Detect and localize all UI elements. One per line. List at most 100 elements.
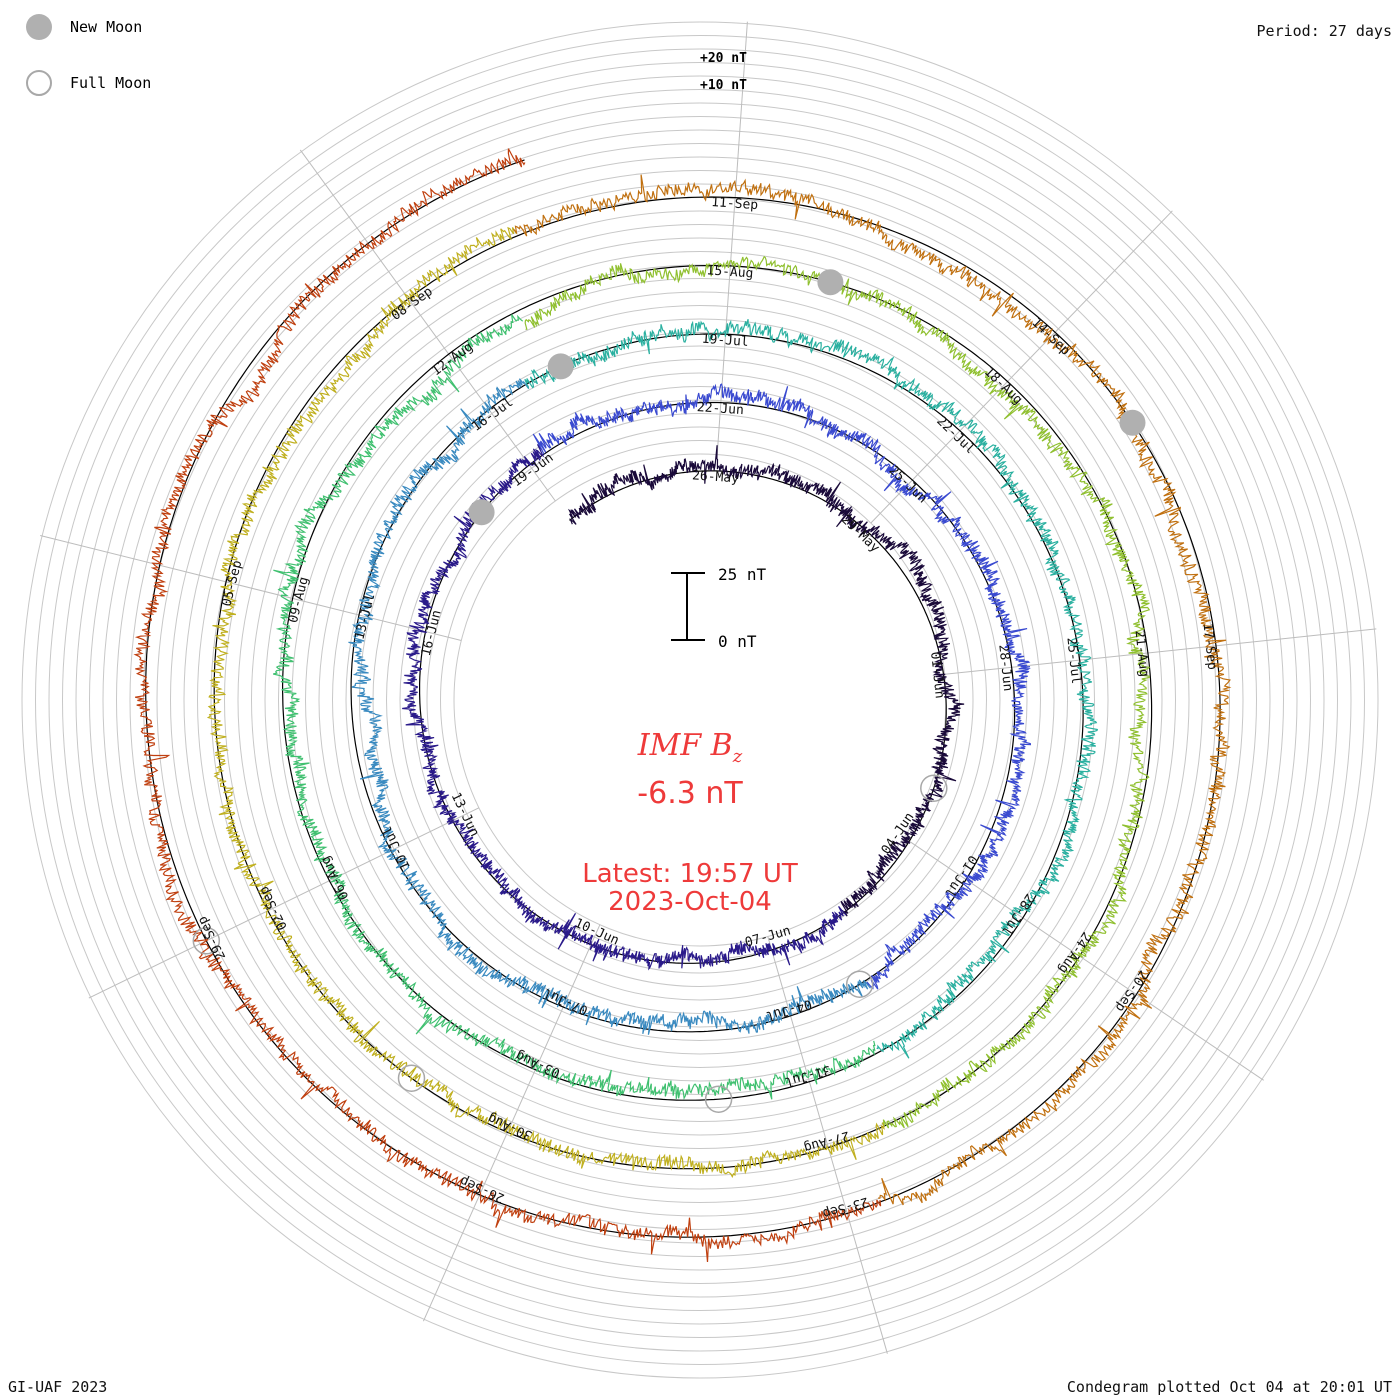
- date-label: 19-Jul: [701, 332, 749, 350]
- day-spoke: [422, 924, 601, 1322]
- grid-ring: [291, 291, 1109, 1109]
- date-label: 27-Aug: [802, 1128, 851, 1155]
- grid-ring: [237, 237, 1163, 1163]
- full-moon-marker: [920, 774, 948, 802]
- grid-ring: [62, 62, 1338, 1338]
- date-label: 21-Aug: [1131, 629, 1151, 677]
- ring-label-20: +20 nT: [700, 51, 747, 66]
- date-label: 25-Jul: [1063, 637, 1083, 685]
- grid-ring: [305, 305, 1095, 1095]
- grid-ring: [170, 170, 1230, 1230]
- day-spokes: [40, 21, 1377, 1354]
- day-spoke: [767, 936, 888, 1354]
- date-label: 04-Jul: [764, 996, 813, 1023]
- new-moon-marker: [468, 499, 495, 526]
- grid-ring: [359, 359, 1041, 1041]
- date-label: 26-May: [692, 468, 740, 486]
- latest-date: 2023-Oct-04: [608, 887, 772, 917]
- scale-bottom-label: 0 nT: [718, 632, 757, 651]
- quantity-name: IMF B: [637, 728, 733, 763]
- grid-ring: [143, 143, 1257, 1257]
- bz-trace-segment: [402, 444, 847, 971]
- legend-full-moon: Full Moon: [26, 70, 151, 96]
- new-moon-marker: [1119, 409, 1146, 436]
- full-moon-marker: [397, 1064, 426, 1092]
- grid-ring: [156, 156, 1244, 1244]
- grid-ring: [210, 210, 1190, 1190]
- footer-credit: GI-UAF 2023: [8, 1378, 108, 1396]
- bz-trace-segment: [524, 319, 1099, 1059]
- full-moon-marker: [192, 927, 221, 955]
- grid-ring: [372, 372, 1028, 1028]
- date-label: 17-Sep: [1200, 622, 1220, 670]
- date-label: 06-Aug: [318, 853, 352, 902]
- zero-baselines: [145, 159, 1221, 1238]
- moon-markers: [192, 269, 1146, 1113]
- date-label: 30-Aug: [486, 1110, 535, 1143]
- new-moon-marker: [817, 269, 844, 296]
- grid-ring: [116, 116, 1284, 1284]
- full-moon-icon: [26, 70, 52, 96]
- scale-top-label: 25 nT: [718, 565, 767, 584]
- day-spoke: [870, 210, 1173, 524]
- bz-trace-segment: [206, 226, 885, 1178]
- bz-trace-segment: [348, 378, 871, 1035]
- day-spoke: [299, 149, 556, 502]
- grid-ring: [413, 413, 987, 987]
- grid-ring: [426, 426, 974, 974]
- date-label: 29-Sep: [195, 913, 229, 962]
- grid-ring: [35, 35, 1365, 1365]
- grid-ring: [264, 264, 1136, 1136]
- grid-ring: [224, 224, 1176, 1176]
- day-spoke: [716, 21, 748, 455]
- scale-bar: 25 nT 0 nT: [671, 565, 767, 651]
- date-label: 28-Jun: [995, 644, 1015, 692]
- day-spoke: [944, 628, 1377, 675]
- date-label: 11-Sep: [711, 195, 759, 213]
- date-label: 12-Aug: [429, 339, 476, 379]
- bz-trace-segment: [133, 148, 882, 1263]
- new-moon-label: New Moon: [70, 18, 143, 36]
- bz-trace-segment: [567, 445, 965, 917]
- new-moon-marker: [547, 353, 574, 380]
- grid-ring: [129, 129, 1271, 1271]
- ring-grid: [21, 21, 1379, 1379]
- full-moon-label: Full Moon: [70, 74, 152, 92]
- bz-traces: [133, 148, 1232, 1263]
- grid-ring: [48, 48, 1352, 1352]
- grid-ring: [102, 102, 1298, 1298]
- grid-ring: [183, 183, 1217, 1217]
- grid-ring: [21, 21, 1379, 1379]
- full-moon-marker: [845, 970, 874, 998]
- date-label: 02-Sep: [257, 883, 291, 932]
- day-spoke: [40, 535, 462, 641]
- quantity-subscript: z: [732, 746, 743, 767]
- bz-trace-segment: [532, 383, 1032, 990]
- grid-ring: [399, 399, 1001, 1001]
- date-label: 01-Jun: [927, 651, 947, 699]
- bz-trace-segment: [273, 314, 876, 1101]
- bz-trace-segment: [524, 255, 1151, 1129]
- date-label: 08-Sep: [389, 284, 436, 324]
- current-value: -6.3 nT: [637, 776, 743, 811]
- day-spoke: [88, 807, 480, 999]
- day-spoke: [903, 837, 1264, 1081]
- date-label: 18-Aug: [981, 364, 1025, 407]
- ring-label-10: +10 nT: [700, 78, 747, 93]
- ring-scale-labels: +20 nT +10 nT: [700, 51, 747, 93]
- grid-ring: [75, 75, 1325, 1325]
- new-moon-icon: [26, 14, 52, 40]
- grid-ring: [278, 278, 1122, 1122]
- quantity-title: IMF Bz: [490, 728, 890, 767]
- date-label: 25-Jun: [886, 463, 930, 506]
- date-label: 15-Aug: [706, 263, 754, 281]
- grid-ring: [345, 345, 1055, 1055]
- grid-ring: [89, 89, 1311, 1311]
- spiral-baseline: [145, 159, 1221, 1238]
- bz-trace-segment: [513, 174, 1232, 1206]
- full-moon-marker: [704, 1085, 733, 1113]
- date-label: 22-Jun: [696, 400, 744, 418]
- latest-time: Latest: 19:57 UT: [582, 859, 798, 889]
- period-label: Period: 27 days: [1256, 22, 1392, 40]
